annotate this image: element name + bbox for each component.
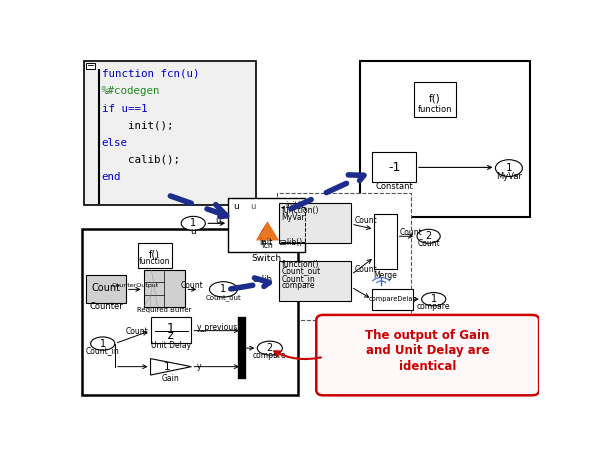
Text: function(): function() (282, 206, 319, 215)
Text: Constant: Constant (376, 182, 413, 191)
Text: %#codegen: %#codegen (102, 86, 161, 96)
FancyBboxPatch shape (150, 317, 192, 343)
Ellipse shape (258, 341, 282, 355)
FancyBboxPatch shape (86, 276, 126, 303)
FancyBboxPatch shape (84, 61, 256, 205)
Ellipse shape (417, 229, 440, 243)
Text: −: − (87, 61, 95, 71)
Ellipse shape (181, 217, 205, 230)
Text: Gain: Gain (162, 375, 180, 383)
Text: calib(): calib() (279, 238, 303, 247)
Text: f(): f() (149, 249, 160, 259)
Text: Count: Count (418, 239, 440, 248)
Polygon shape (256, 221, 268, 241)
Text: 2: 2 (267, 343, 273, 353)
Text: calib();: calib(); (102, 154, 180, 164)
Text: Switch: Switch (251, 255, 281, 263)
Text: Count: Count (355, 265, 377, 274)
Text: 1: 1 (431, 294, 437, 304)
Text: -1: -1 (388, 161, 401, 174)
Text: Count_in: Count_in (282, 274, 315, 283)
FancyBboxPatch shape (279, 203, 351, 243)
Text: y_previous: y_previous (196, 323, 238, 332)
Text: Count_out: Count_out (282, 266, 320, 275)
Text: and Unit Delay are: and Unit Delay are (366, 345, 489, 357)
Text: compare: compare (417, 301, 450, 311)
Text: 1: 1 (167, 322, 175, 336)
Text: Merge: Merge (374, 271, 397, 280)
Text: u: u (234, 202, 240, 211)
Polygon shape (256, 221, 279, 241)
FancyBboxPatch shape (277, 192, 412, 320)
Text: f(): f() (429, 94, 440, 104)
FancyBboxPatch shape (372, 289, 413, 310)
Text: init();: init(); (102, 120, 173, 130)
Text: MyVar: MyVar (282, 212, 305, 222)
Text: CounterOutput: CounterOutput (111, 283, 158, 288)
Ellipse shape (210, 281, 237, 297)
Text: u: u (215, 217, 220, 225)
FancyBboxPatch shape (361, 61, 530, 217)
Text: u: u (190, 227, 196, 236)
Text: else: else (102, 138, 128, 148)
Text: y: y (196, 362, 201, 371)
Text: 1: 1 (190, 218, 196, 228)
Text: Count: Count (400, 228, 422, 237)
Text: 1: 1 (99, 339, 106, 349)
Text: z: z (167, 329, 175, 342)
FancyBboxPatch shape (279, 261, 351, 301)
Text: compare: compare (282, 281, 315, 290)
Text: 1: 1 (164, 362, 170, 372)
Text: function: function (418, 105, 452, 114)
Text: Count_in: Count_in (86, 346, 120, 355)
Text: init: init (259, 238, 272, 247)
Text: 1: 1 (220, 284, 226, 294)
Text: identical: identical (399, 360, 456, 373)
FancyBboxPatch shape (144, 270, 185, 307)
Text: MyVar: MyVar (496, 173, 522, 181)
Text: fcn: fcn (262, 241, 273, 250)
Text: compare: compare (253, 351, 286, 360)
Text: Count_out: Count_out (205, 294, 241, 301)
Text: Required Buffer: Required Buffer (137, 306, 192, 313)
Ellipse shape (495, 160, 522, 177)
Text: Count: Count (181, 281, 204, 291)
Text: calib: calib (252, 276, 272, 285)
Text: init(): init() (285, 201, 303, 210)
Text: u: u (250, 202, 256, 211)
Polygon shape (150, 359, 192, 375)
Text: The output of Gain: The output of Gain (365, 330, 490, 342)
Text: if u==1: if u==1 (102, 104, 147, 114)
FancyBboxPatch shape (228, 198, 305, 252)
FancyBboxPatch shape (372, 153, 416, 182)
Text: compareDelay: compareDelay (368, 296, 416, 302)
Text: Counter: Counter (89, 301, 123, 311)
Text: Count: Count (355, 216, 377, 225)
Ellipse shape (90, 337, 115, 350)
FancyBboxPatch shape (414, 83, 455, 118)
Text: Count: Count (126, 327, 149, 336)
Text: 1: 1 (506, 163, 512, 173)
FancyBboxPatch shape (316, 315, 539, 395)
Text: 2: 2 (425, 231, 432, 241)
FancyBboxPatch shape (138, 243, 173, 268)
Text: end: end (102, 172, 122, 182)
Text: function fcn(u): function fcn(u) (102, 69, 199, 79)
FancyBboxPatch shape (86, 63, 95, 69)
Text: Unit Delay: Unit Delay (151, 341, 191, 350)
Text: function(): function() (282, 260, 319, 269)
Ellipse shape (422, 292, 446, 306)
FancyBboxPatch shape (82, 229, 298, 395)
Text: Count: Count (92, 283, 120, 293)
FancyBboxPatch shape (374, 213, 397, 270)
Text: function: function (139, 257, 171, 266)
